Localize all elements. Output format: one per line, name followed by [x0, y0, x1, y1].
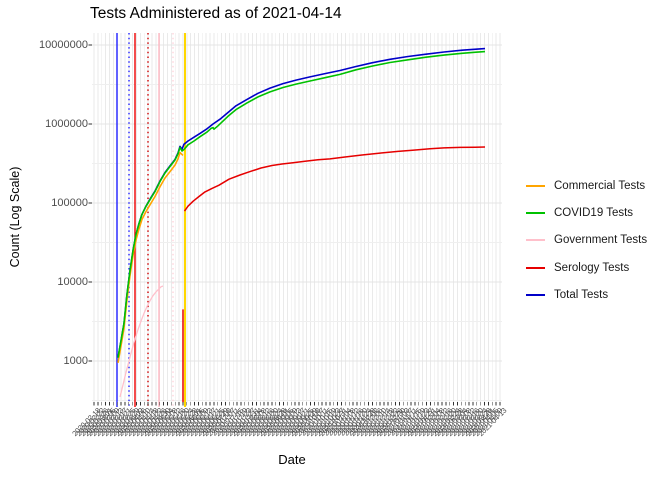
- x-axis-title: Date: [278, 452, 306, 467]
- legend-swatch-covid19: [526, 212, 545, 215]
- legend-swatch-government: [526, 239, 545, 242]
- legend-swatch-commercial: [526, 184, 545, 187]
- legend-label-covid19: COVID19 Tests: [554, 207, 634, 220]
- legend-swatch-total: [526, 294, 545, 297]
- y-tick-label: 10000: [57, 275, 88, 288]
- y-tick-label: 100000: [51, 196, 88, 209]
- legend-label-commercial: Commercial Tests: [554, 179, 646, 192]
- legend-item-total: Total Tests: [526, 282, 647, 309]
- legend-swatch-serology: [526, 266, 545, 269]
- legend-label-serology: Serology Tests: [554, 261, 630, 274]
- legend-label-total: Total Tests: [554, 289, 609, 302]
- y-tick-label: 10000000: [39, 38, 88, 51]
- y-tick-label: 1000000: [45, 117, 88, 130]
- legend-item-covid19: COVID19 Tests: [526, 199, 647, 226]
- y-axis-title: Count (Log Scale): [8, 166, 22, 268]
- chart-title: Tests Administered as of 2021-04-14: [90, 5, 342, 22]
- legend-item-commercial: Commercial Tests: [526, 172, 647, 199]
- series-serology: [183, 146, 486, 212]
- legend-item-government: Government Tests: [526, 227, 647, 254]
- y-tick-label: 1000: [63, 354, 88, 367]
- legend-label-government: Government Tests: [554, 234, 648, 247]
- series-covid19: [117, 50, 486, 358]
- legend-item-serology: Serology Tests: [526, 254, 647, 281]
- legend: Commercial Tests COVID19 Tests Government …: [526, 172, 647, 309]
- series-government: [119, 285, 164, 398]
